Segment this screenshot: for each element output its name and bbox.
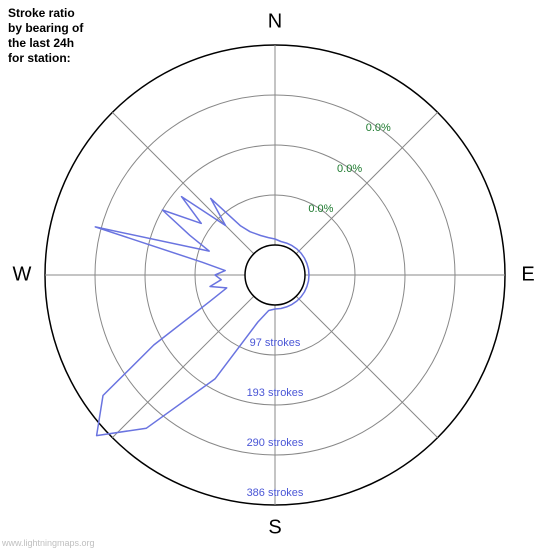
ring-strokes-label: 193 strokes: [247, 387, 304, 399]
ring-strokes-label: 290 strokes: [247, 437, 304, 449]
ring-strokes-label: 97 strokes: [250, 337, 301, 349]
polar-chart: [0, 0, 550, 550]
compass-west: W: [13, 264, 32, 287]
compass-north: N: [268, 11, 282, 34]
ring-percent-label: 0.0%: [337, 163, 362, 175]
compass-east: E: [521, 264, 534, 287]
attribution: www.lightningmaps.org: [2, 538, 95, 548]
chart-title: Stroke ratio by bearing of the last 24h …: [8, 6, 83, 66]
ring-percent-label: 0.0%: [366, 122, 391, 134]
ring-strokes-label: 386 strokes: [247, 487, 304, 499]
ring-percent-label: 0.0%: [308, 203, 333, 215]
compass-south: S: [268, 517, 281, 540]
